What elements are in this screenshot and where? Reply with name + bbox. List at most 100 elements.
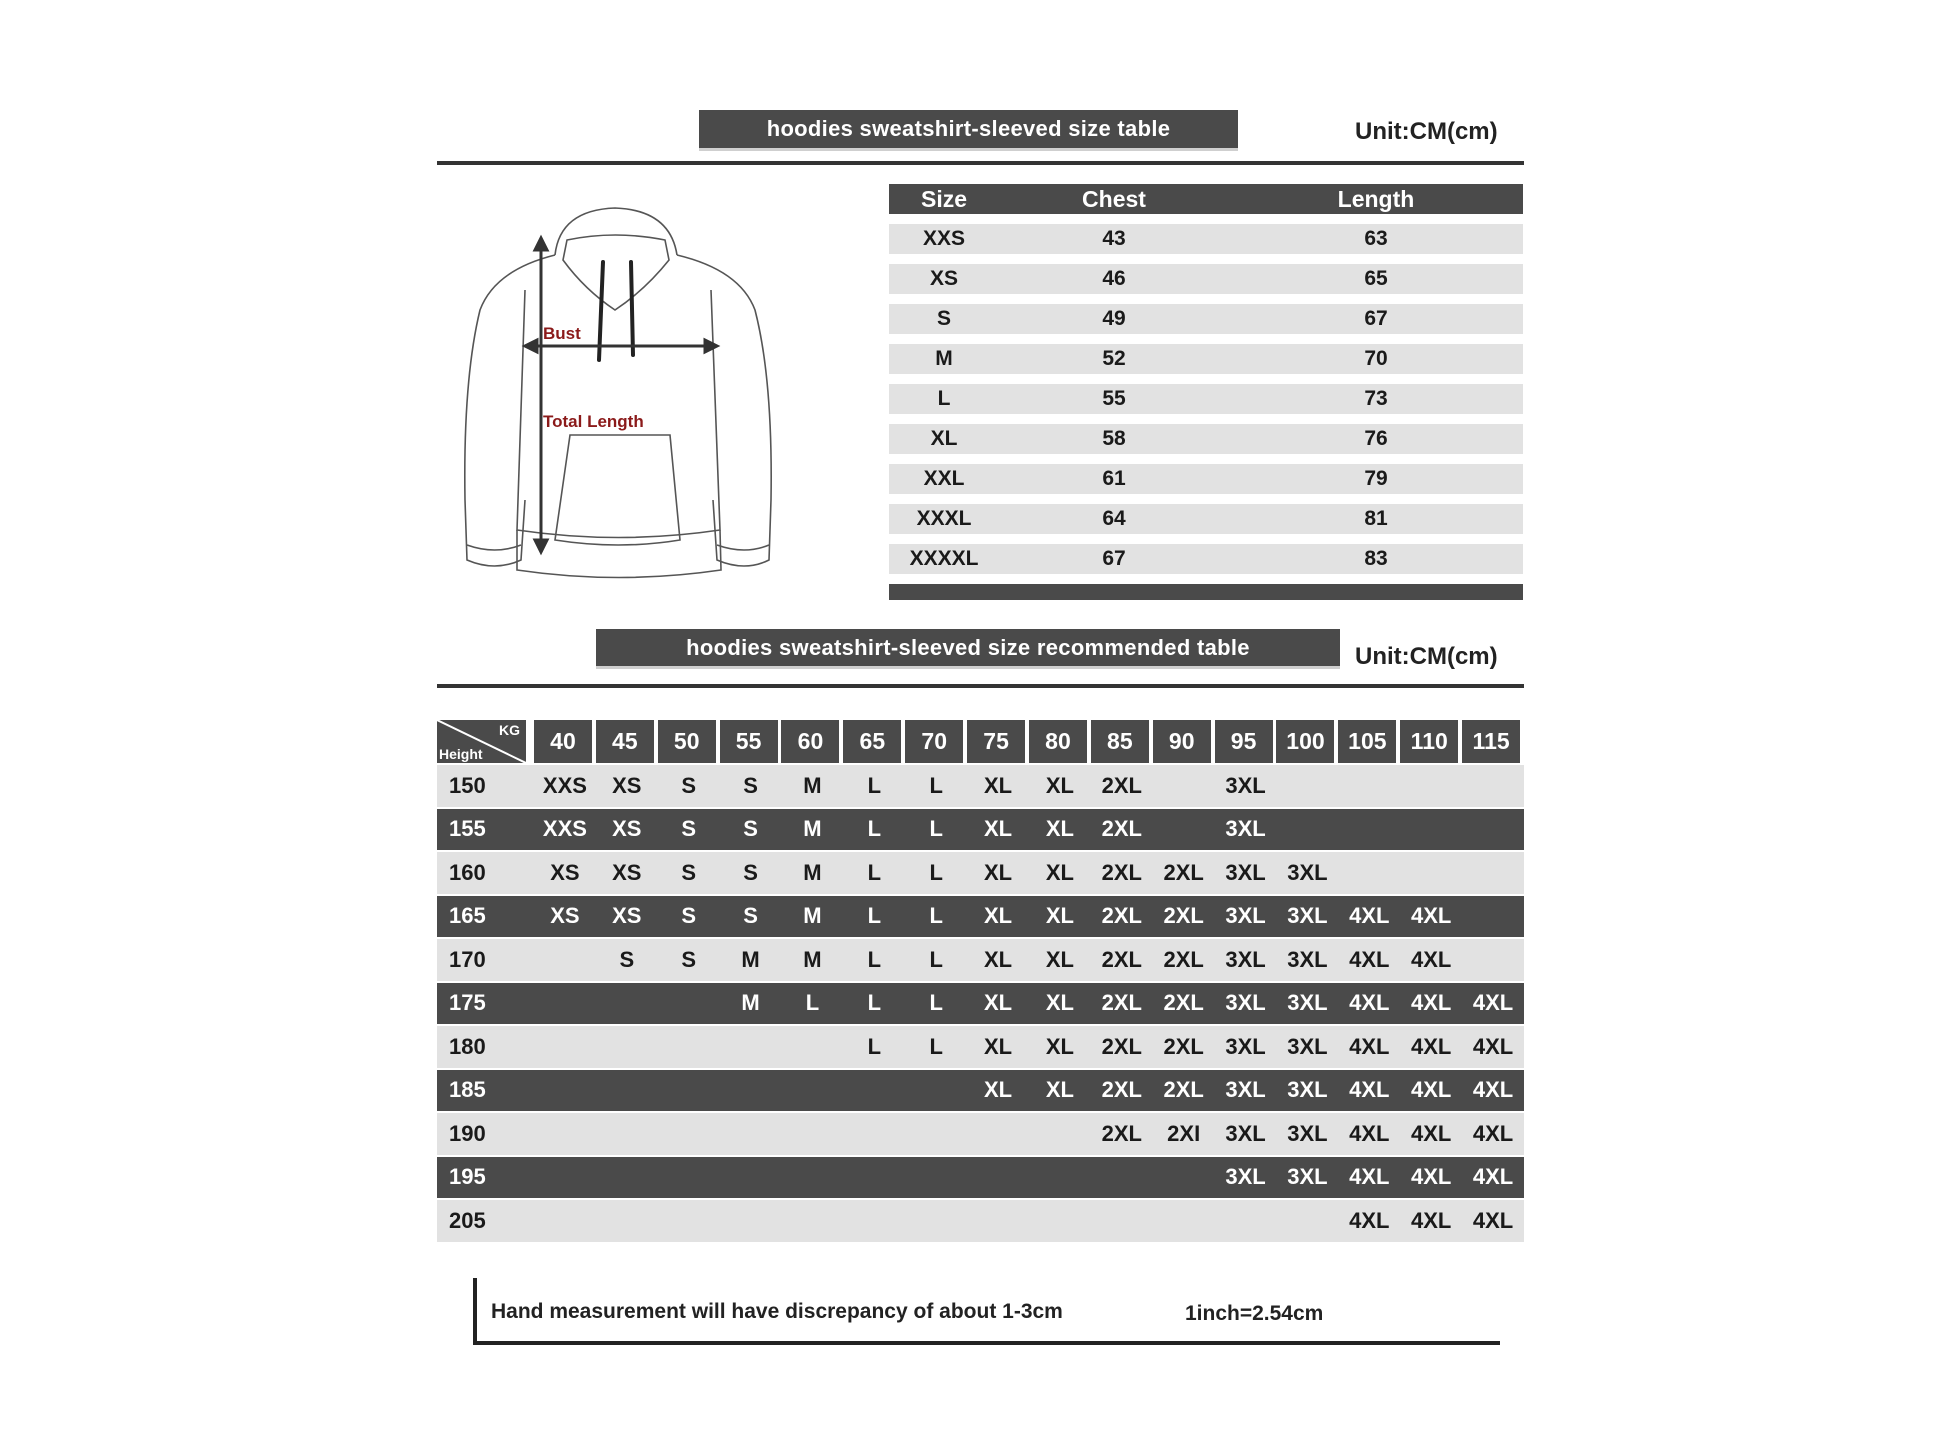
size-cell: XS (612, 903, 642, 929)
size-cell: L (867, 816, 882, 842)
length-cell: 73 (1364, 387, 1388, 410)
size-cell: 3XL (1225, 990, 1266, 1016)
size-cell: XL (1045, 1077, 1074, 1103)
inch-conversion: 1inch=2.54cm (1185, 1302, 1324, 1325)
size-cell: L (867, 1033, 882, 1059)
size-cell: S (681, 946, 697, 972)
size-cell: S (743, 772, 758, 798)
size-cell: L (929, 772, 943, 798)
size-cell: XL (1045, 946, 1074, 972)
size-cell: XXS (542, 816, 587, 842)
height-cell: 180 (449, 1033, 486, 1059)
size-cell: 4XL (1349, 1077, 1390, 1103)
header-size: Size (920, 185, 968, 212)
size-cell: S (743, 816, 758, 842)
length-cell: 63 (1364, 227, 1388, 250)
weight-header-cell: 105 (1338, 720, 1397, 763)
height-cell: 170 (449, 946, 486, 972)
size-cell: 3XL (1225, 816, 1266, 842)
weight-header-cell: 65 (843, 720, 902, 763)
size-cell: 2XL (1163, 1033, 1204, 1059)
size-cell: S (743, 903, 758, 929)
size-cell: 2XL (1163, 946, 1204, 972)
size-cell: M (803, 859, 822, 885)
size-cell: 3XL (1287, 1077, 1328, 1103)
size-cell: XL (1045, 816, 1074, 842)
size-cell: 4XL (1410, 1207, 1452, 1233)
size-cell: 4XL (1349, 903, 1390, 929)
height-cell: 150 (449, 772, 486, 798)
length-cell: 76 (1364, 427, 1388, 450)
size-cell: XL (983, 859, 1013, 885)
size-table-row: S 49 67 (889, 304, 1523, 334)
size-cell: XL (930, 427, 958, 450)
size-cell: M (935, 347, 953, 370)
height-cell: 195 (449, 1164, 486, 1190)
size-cell: 3XL (1287, 946, 1328, 972)
measurement-note: Hand measurement will have discrepancy o… (491, 1300, 1063, 1323)
size-cell: 4XL (1472, 1077, 1514, 1103)
footer-bracket-vertical (473, 1278, 477, 1345)
size-cell: M (803, 946, 822, 972)
size-cell: S (681, 772, 697, 798)
size-cell: 3XL (1225, 772, 1266, 798)
kg-label: KG (498, 722, 520, 738)
size-cell: XL (1045, 1033, 1074, 1059)
size-cell: 3XL (1225, 1077, 1266, 1103)
length-cell: 81 (1364, 507, 1388, 530)
chest-cell: 61 (1102, 467, 1126, 490)
size-cell: L (929, 859, 943, 885)
size-cell: XXL (923, 467, 965, 490)
weight-header-cell: 85 (1090, 720, 1149, 763)
diagonal-divider-icon (437, 720, 526, 763)
chest-cell: 64 (1102, 507, 1126, 530)
size-table-row: XXXL 64 81 (889, 504, 1523, 534)
chest-cell: 55 (1102, 387, 1126, 410)
size-cell: M (741, 946, 760, 972)
height-cell: 185 (449, 1077, 486, 1103)
size-cell: 3XL (1287, 903, 1328, 929)
size-cell: XL (1045, 859, 1074, 885)
size-cell: XS (612, 816, 642, 842)
size-cell: L (867, 946, 882, 972)
size-cell: 4XL (1472, 1207, 1514, 1233)
weight-header-cell: 95 (1214, 720, 1273, 763)
size-cell: XL (983, 772, 1013, 798)
size-cell: 2XL (1101, 859, 1142, 885)
size-cell: 4XL (1410, 1164, 1452, 1190)
size-cell: 4XL (1410, 990, 1452, 1016)
size-table-footer-bar (889, 584, 1523, 600)
weight-header-cell: 100 (1276, 720, 1335, 763)
height-cell: 190 (449, 1120, 486, 1146)
weight-header-cell: 70 (905, 720, 964, 763)
size-cell: XS (612, 859, 642, 885)
size-cell: 2XL (1101, 816, 1142, 842)
height-row: 175 M L L L XL XL 2XL 2XL 3XL 3XL 4XL 4XL 4XL (437, 982, 1524, 1024)
size-table-row: XL 58 76 (889, 424, 1523, 454)
total-length-label: Total Length (543, 412, 644, 431)
size-cell: 4XL (1349, 1164, 1390, 1190)
size-cell: 2XL (1101, 772, 1142, 798)
size-cell: S (681, 859, 697, 885)
height-row: 185 XL XL 2XL 2XL 3XL 3XL 4XL 4XL 4XL (437, 1069, 1524, 1111)
divider (437, 161, 1524, 165)
size-table-row: XXS 43 63 (889, 224, 1523, 254)
size-cell: 4XL (1472, 1033, 1514, 1059)
size-cell: XL (983, 990, 1013, 1016)
size-cell: 3XL (1287, 1164, 1328, 1190)
size-cell: 2XL (1101, 1077, 1142, 1103)
size-cell: XL (1045, 772, 1074, 798)
bust-label: Bust (543, 324, 581, 343)
size-cell: 4XL (1410, 903, 1452, 929)
size-cell: L (929, 990, 943, 1016)
height-row: 160 XS XS S S M L L XL XL 2XL 2XL 3XL 3XL (437, 852, 1524, 894)
recommended-table-title: hoodies sweatshirt-sleeved size recommen… (596, 629, 1340, 669)
size-cell: M (803, 816, 822, 842)
size-cell: 3XL (1287, 990, 1328, 1016)
size-cell: XL (983, 1077, 1013, 1103)
chest-cell: 43 (1102, 227, 1126, 250)
size-cell: M (803, 903, 822, 929)
size-cell: 4XL (1410, 1120, 1452, 1146)
chest-cell: 52 (1102, 347, 1126, 370)
height-cell: 160 (449, 859, 486, 885)
